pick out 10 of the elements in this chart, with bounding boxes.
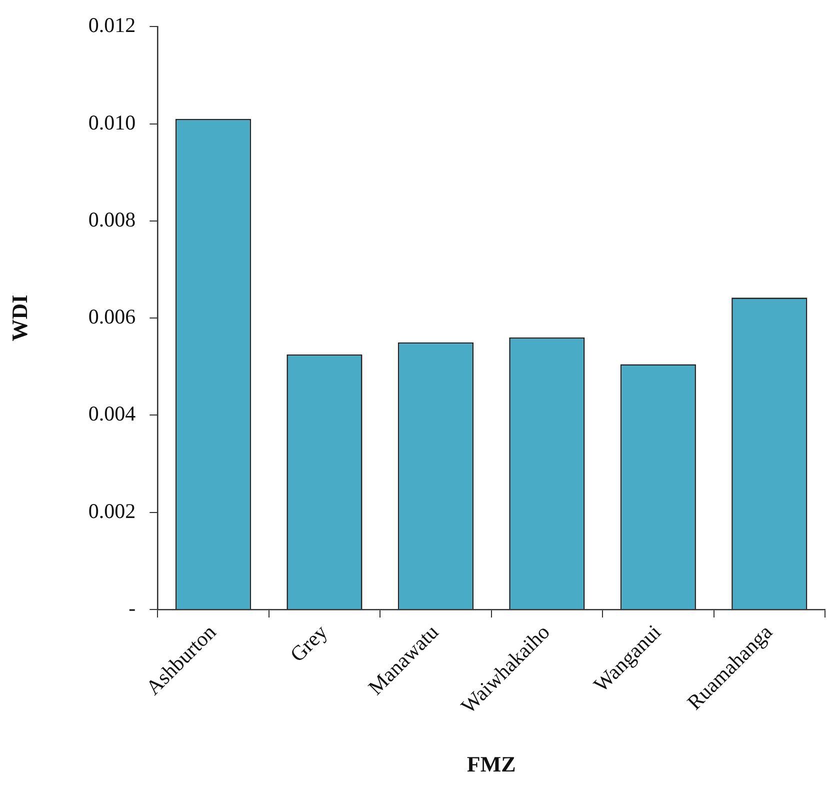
y-tick-label: 0.006 <box>88 304 136 329</box>
y-tick-label: 0.002 <box>88 498 136 523</box>
x-tick-label: Grey <box>285 620 332 667</box>
y-tick-label: 0.010 <box>88 110 136 134</box>
y-tick-label: 0.012 <box>88 13 136 38</box>
y-tick-label: 0.008 <box>88 207 136 232</box>
y-tick-label: - <box>128 596 136 620</box>
x-axis-title: FMZ <box>466 751 516 776</box>
y-axis-title: WDI <box>6 294 32 342</box>
y-tick-label: 0.004 <box>88 402 136 426</box>
